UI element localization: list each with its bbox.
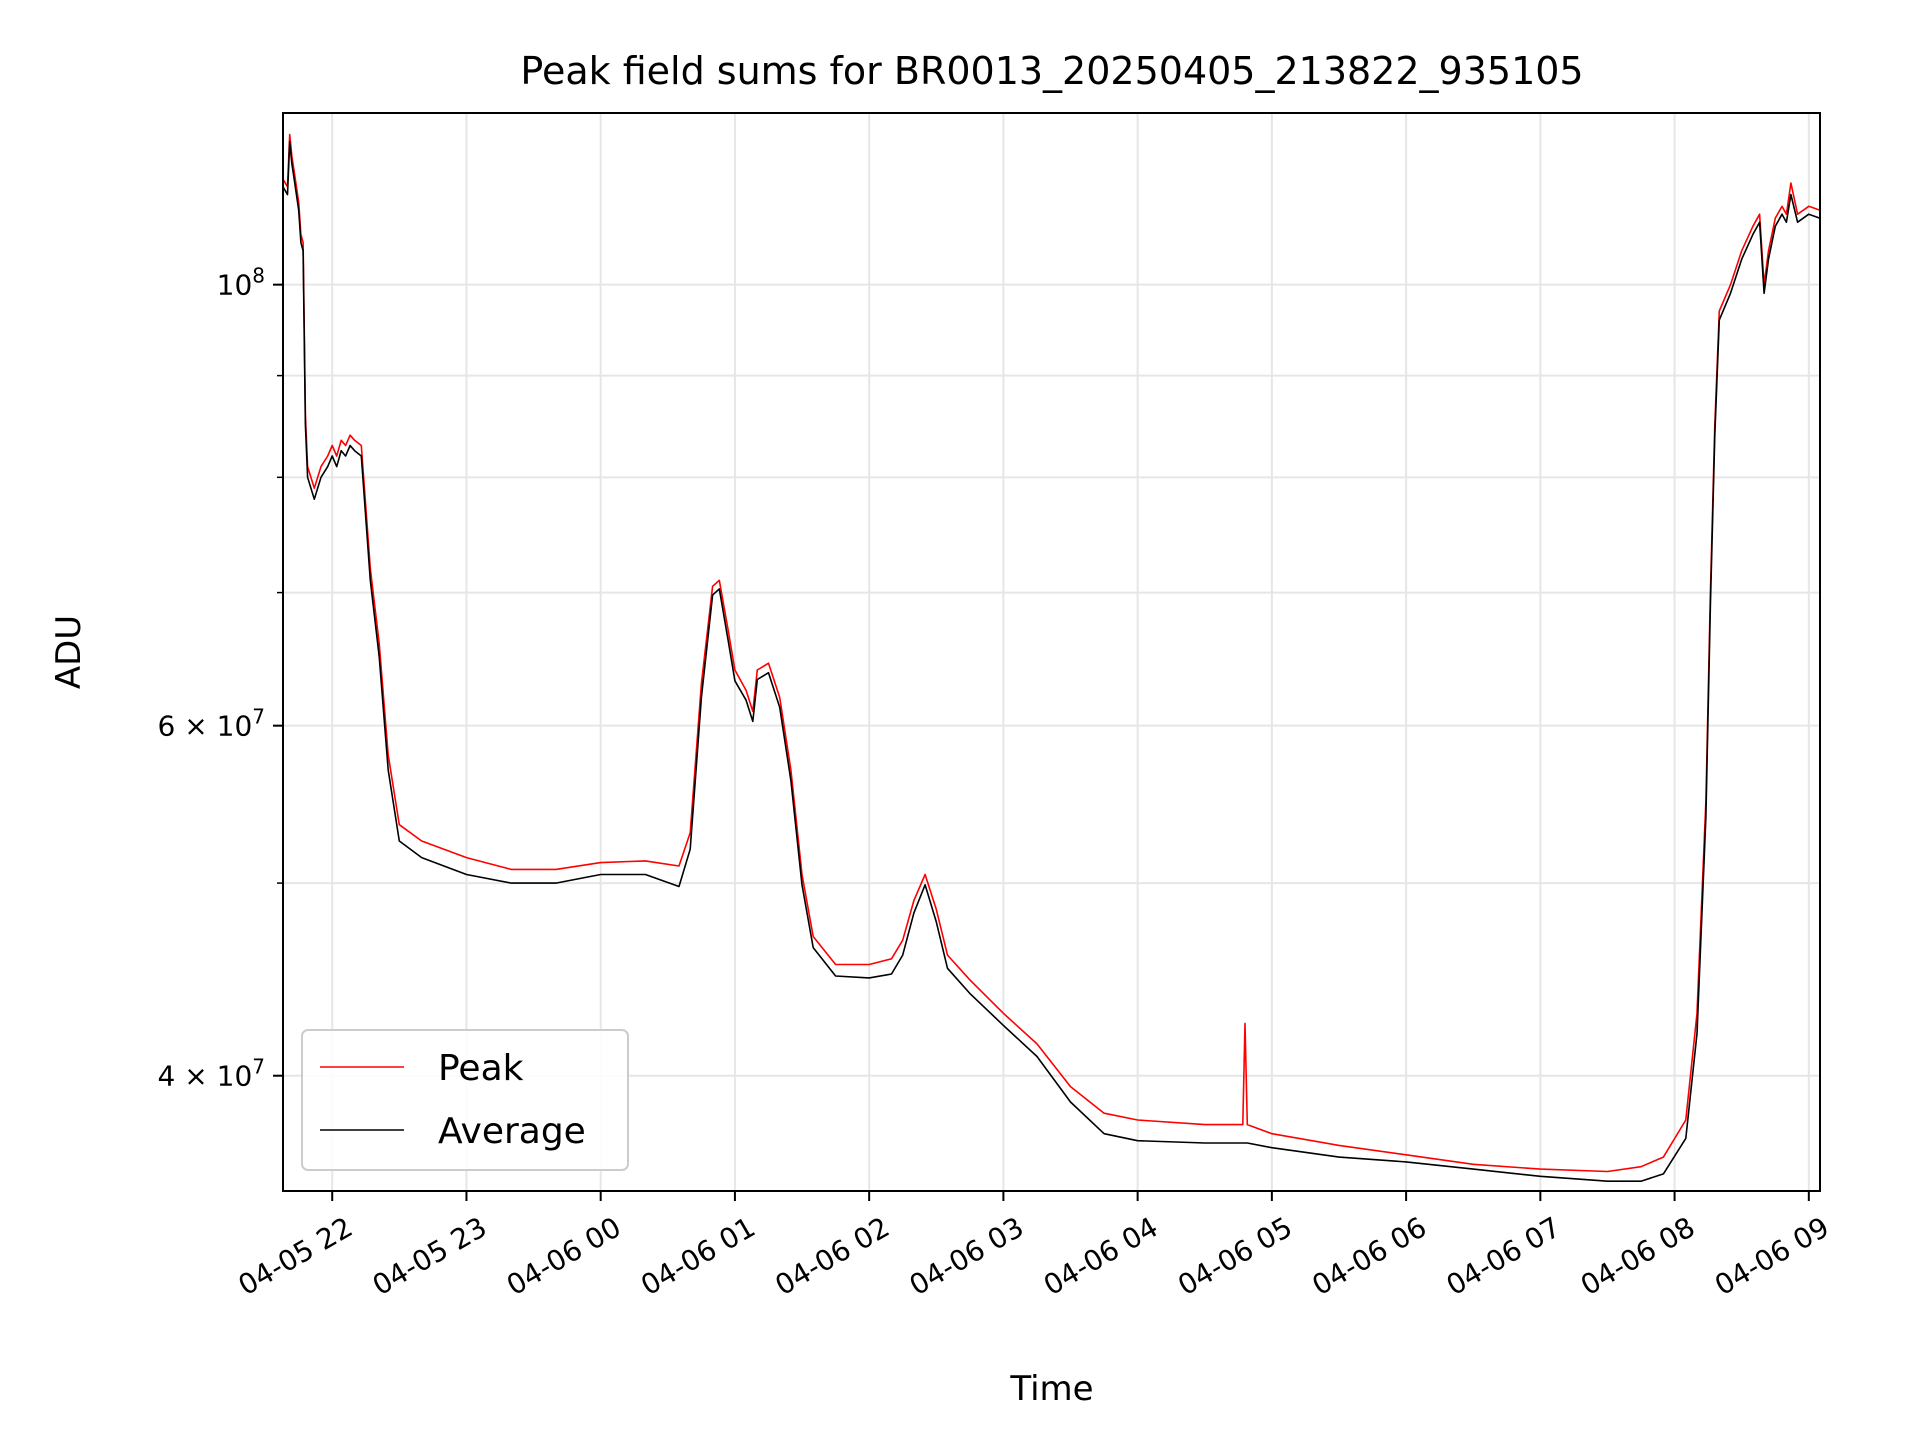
legend: Peak Average xyxy=(301,1029,629,1171)
y-axis-label: ADU xyxy=(49,615,89,689)
y-tick-label: 6 × 107 xyxy=(158,705,265,743)
chart-title: Peak field sums for BR0013_20250405_2138… xyxy=(520,49,1583,93)
legend-frame xyxy=(301,1029,629,1171)
series-layer xyxy=(282,133,1821,1182)
legend-label-peak: Peak xyxy=(438,1048,524,1089)
grid-lines xyxy=(283,113,1820,1191)
series-line-average xyxy=(282,141,1821,1182)
plot-frame xyxy=(282,112,1821,1192)
x-axis-label: Time xyxy=(1009,1369,1093,1409)
y-tick-label: 4 × 107 xyxy=(158,1055,265,1093)
legend-label-average: Average xyxy=(438,1111,586,1152)
